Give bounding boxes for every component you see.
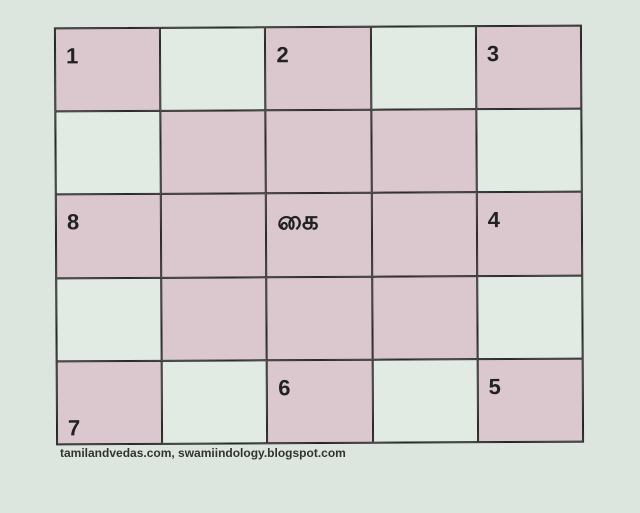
- clue-number: 4: [487, 207, 501, 233]
- clue-number: 6: [278, 374, 291, 401]
- grid-cell[interactable]: [160, 193, 267, 278]
- grid-cell[interactable]: [370, 109, 477, 194]
- grid-cell[interactable]: [371, 192, 478, 277]
- clue-number: 3: [486, 41, 500, 67]
- grid-cell[interactable]: கை: [266, 193, 372, 277]
- grid-cell[interactable]: 5: [477, 358, 584, 443]
- cell-letter: கை: [277, 206, 319, 237]
- grid-cell[interactable]: [476, 108, 582, 193]
- clue-number: 8: [66, 209, 80, 235]
- grid-cell[interactable]: [477, 275, 583, 359]
- grid-cell[interactable]: 2: [265, 26, 371, 111]
- grid-cell[interactable]: [161, 276, 268, 361]
- grid-cell[interactable]: [371, 275, 478, 360]
- grid-cell[interactable]: [370, 26, 477, 110]
- clue-number: 2: [276, 42, 289, 68]
- grid-cell[interactable]: [161, 360, 268, 444]
- grid-cell[interactable]: 1: [54, 27, 161, 112]
- grid-cell[interactable]: [266, 276, 373, 361]
- grid-cell[interactable]: 4: [476, 192, 583, 276]
- grid-cell[interactable]: [372, 358, 478, 443]
- grid-cell[interactable]: [55, 111, 161, 195]
- grid-cell[interactable]: 7: [56, 360, 163, 445]
- credit-text: tamilandvedas.com, swamiindology.blogspo…: [60, 446, 346, 460]
- grid-cell[interactable]: 8: [55, 194, 162, 278]
- grid-cell[interactable]: [56, 277, 162, 362]
- grid-cell[interactable]: 3: [475, 25, 582, 110]
- clue-number: 5: [488, 373, 501, 399]
- grid-cell[interactable]: [265, 109, 372, 194]
- grid-cell[interactable]: 6: [267, 359, 373, 444]
- clue-number: 1: [65, 43, 79, 69]
- grid-cell[interactable]: [160, 27, 266, 112]
- clue-number: 7: [67, 415, 81, 441]
- grid-cell[interactable]: [160, 110, 267, 195]
- crossword-grid: 1 2 3 8 கை 4 7 6 5: [53, 24, 585, 446]
